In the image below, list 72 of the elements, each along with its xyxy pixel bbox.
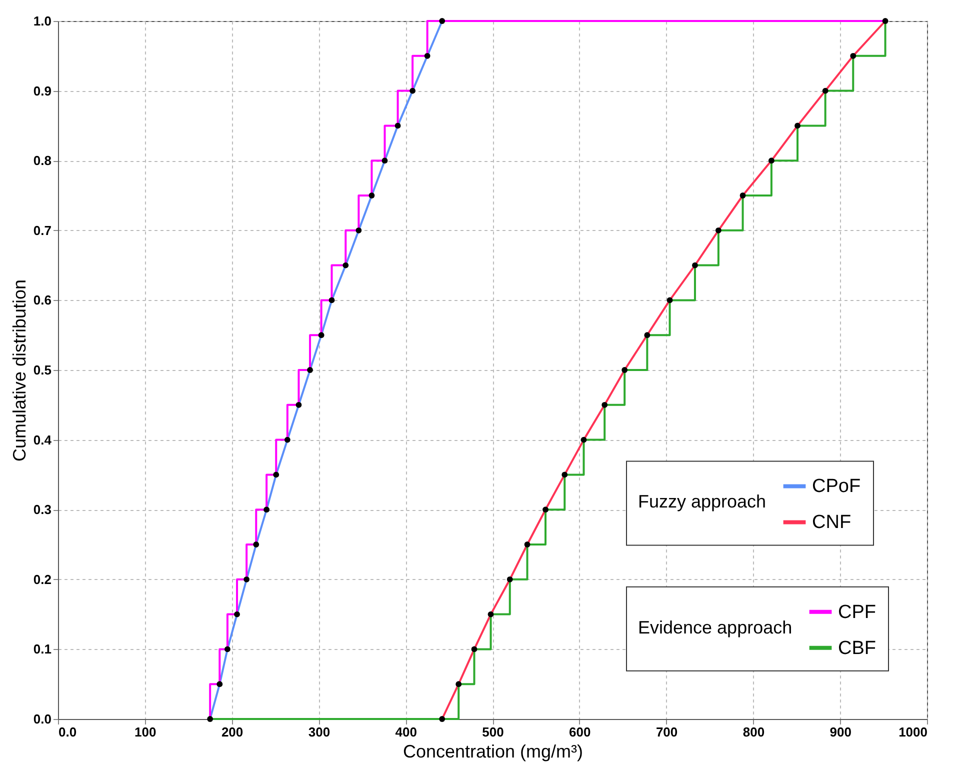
- point: [622, 367, 628, 373]
- point: [602, 402, 608, 408]
- y-tick-label: 0.3: [33, 502, 52, 518]
- point: [488, 611, 494, 618]
- x-tick-label: 0.0: [58, 724, 77, 740]
- point: [822, 88, 828, 94]
- x-tick-label: 300: [308, 724, 330, 740]
- x-tick-label: 100: [134, 724, 156, 740]
- point: [580, 436, 587, 443]
- point: [439, 18, 446, 24]
- point: [692, 262, 698, 268]
- y-tick-label: 0.4: [33, 432, 52, 448]
- y-tick-label: 1.0: [33, 14, 52, 28]
- point: [506, 576, 513, 582]
- point: [644, 332, 650, 338]
- point: [207, 716, 214, 722]
- x-axis-title: Concentration (mg/m³): [402, 742, 584, 762]
- point: [234, 611, 240, 618]
- point: [296, 402, 302, 408]
- point: [224, 646, 230, 652]
- point: [562, 472, 568, 478]
- legend-label: CPoF: [812, 476, 861, 498]
- x-tick-label: 600: [569, 724, 591, 740]
- x-tick-label: 400: [395, 724, 417, 740]
- point: [307, 367, 313, 373]
- point: [368, 192, 375, 198]
- y-tick-label: 0.8: [33, 153, 52, 168]
- point: [394, 122, 401, 129]
- x-tick-label: 500: [482, 724, 504, 740]
- point: [850, 52, 856, 59]
- annotation: Evidence approach: [638, 617, 792, 638]
- y-tick-label: 0.7: [33, 222, 52, 238]
- point: [273, 472, 280, 478]
- y-tick-label: 0.6: [33, 292, 52, 308]
- point: [424, 52, 430, 59]
- point: [542, 506, 548, 513]
- point: [342, 262, 349, 268]
- point: [244, 576, 250, 582]
- x-tick-label: 800: [742, 724, 765, 740]
- legend-label: CPF: [838, 602, 876, 623]
- point: [471, 646, 478, 652]
- legend-label: CBF: [838, 638, 876, 659]
- point: [794, 122, 800, 129]
- point: [715, 227, 722, 234]
- point: [253, 542, 260, 548]
- y-tick-label: 0.9: [33, 83, 52, 98]
- y-tick-label: 0.5: [33, 362, 52, 378]
- point: [666, 297, 673, 304]
- point: [264, 506, 270, 513]
- point: [318, 332, 324, 338]
- point: [524, 542, 530, 548]
- y-axis-title: Cumulative distribution: [9, 279, 30, 462]
- y-tick-label: 0.2: [33, 572, 52, 587]
- point: [382, 158, 388, 164]
- y-tick-label: 0.0: [33, 712, 52, 726]
- point: [356, 227, 362, 234]
- point: [410, 88, 416, 94]
- x-tick-label: 900: [830, 724, 852, 740]
- point: [456, 681, 462, 688]
- point: [882, 18, 888, 24]
- x-tick-label: 700: [656, 724, 678, 740]
- x-tick-label: 1000: [898, 724, 928, 740]
- point: [740, 192, 746, 198]
- point: [768, 158, 774, 164]
- x-tick-label: 200: [221, 724, 244, 740]
- y-tick-label: 0.1: [33, 642, 52, 657]
- point: [439, 716, 446, 722]
- legend-label: CNF: [812, 512, 852, 534]
- point: [284, 436, 290, 443]
- annotation: Fuzzy approach: [638, 492, 766, 512]
- point: [328, 297, 335, 304]
- point: [216, 681, 223, 688]
